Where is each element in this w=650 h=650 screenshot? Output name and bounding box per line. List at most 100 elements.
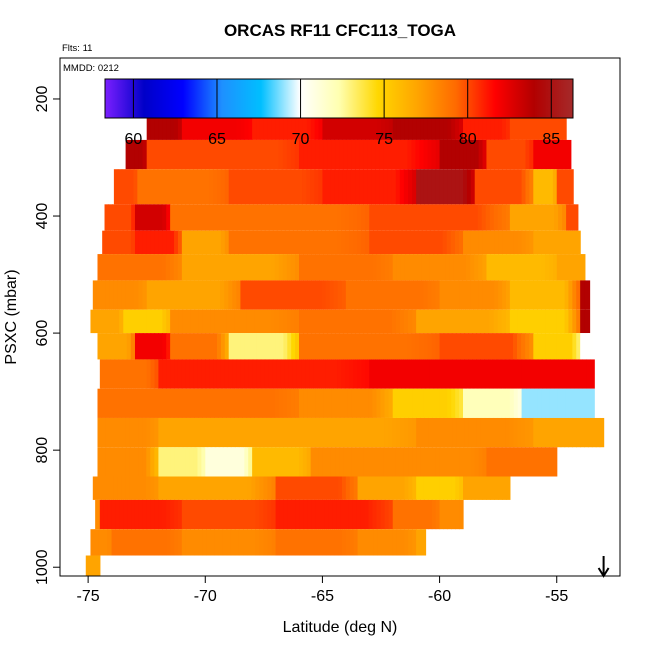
heat-cell <box>459 139 464 170</box>
heat-cell <box>486 447 491 477</box>
heat-cell <box>222 254 227 281</box>
heat-cell <box>521 230 527 255</box>
heat-cell <box>493 309 499 334</box>
heat-cell <box>259 333 265 360</box>
heat-cell <box>134 529 140 556</box>
heat-cell <box>542 113 547 140</box>
heat-cell <box>142 476 147 500</box>
heat-cell <box>196 169 202 205</box>
heat-cell <box>181 113 187 140</box>
heat-cell <box>412 476 417 500</box>
heat-cell <box>226 529 232 556</box>
heat-cell <box>276 230 282 255</box>
heat-cell <box>427 169 433 205</box>
heat-cell <box>552 230 558 255</box>
heat-cell <box>457 204 463 231</box>
heat-cell <box>235 417 240 448</box>
heat-cell <box>208 169 214 205</box>
heat-cell <box>360 254 365 281</box>
heat-cell <box>146 499 152 530</box>
heat-cell <box>185 113 191 140</box>
heat-cell <box>441 254 447 281</box>
heat-cell <box>110 309 116 334</box>
heat-cell <box>248 204 254 231</box>
heat-cell <box>348 499 353 530</box>
heat-cell <box>537 113 543 140</box>
heat-cell <box>421 254 426 281</box>
heat-cell <box>298 333 304 360</box>
heat-cell <box>242 254 248 281</box>
heat-cell <box>525 280 531 310</box>
heat-cell <box>119 359 124 389</box>
heat-cell <box>165 169 170 205</box>
heat-cell <box>408 447 413 477</box>
heat-cell <box>480 417 486 448</box>
heat-cell <box>396 529 402 556</box>
heat-cell <box>505 139 511 170</box>
heat-cell <box>338 169 344 205</box>
heat-cell <box>464 333 469 360</box>
heat-cell <box>153 254 159 281</box>
heat-cell <box>345 529 351 556</box>
heat-cell <box>513 113 519 140</box>
heat-cell <box>166 359 171 389</box>
heat-cell <box>201 113 206 140</box>
heat-cell <box>115 529 120 556</box>
heat-cell <box>493 204 499 231</box>
heat-cell <box>566 359 571 389</box>
heat-cell <box>299 417 305 448</box>
heat-cell <box>205 113 210 140</box>
heat-cell <box>274 388 280 418</box>
heat-cell <box>322 447 328 477</box>
heat-cell <box>121 388 127 418</box>
heat-cell <box>109 388 115 418</box>
heat-cell <box>244 447 249 477</box>
heat-cell <box>218 499 224 530</box>
heat-cell <box>513 204 519 231</box>
heat-cell <box>496 333 502 360</box>
heat-cell <box>339 447 344 477</box>
heat-cell <box>431 499 437 530</box>
heat-cell <box>263 499 269 530</box>
heat-cell <box>447 139 452 170</box>
heat-cell <box>311 499 317 530</box>
heat-cell <box>437 204 443 231</box>
heat-cell <box>529 359 535 389</box>
heat-cell <box>481 309 487 334</box>
heat-cell <box>329 230 334 255</box>
heat-cell <box>470 280 476 310</box>
heat-cell <box>473 359 479 389</box>
heat-cell <box>371 169 377 205</box>
heat-cell <box>145 254 151 281</box>
heat-cell <box>110 230 116 255</box>
heat-cell <box>476 333 481 360</box>
heat-cell <box>276 280 282 310</box>
heat-cell <box>488 333 494 360</box>
heat-cell <box>142 359 148 389</box>
heat-cell <box>492 333 498 360</box>
heat-cell <box>482 230 488 255</box>
heat-cell <box>580 333 585 360</box>
heat-cell <box>472 417 478 448</box>
heat-cell <box>554 139 559 170</box>
heat-cell <box>189 254 195 281</box>
heat-cell <box>545 309 550 334</box>
heat-cell <box>529 113 535 140</box>
heat-cell <box>126 333 132 360</box>
heat-cell <box>466 254 471 281</box>
heat-cell <box>542 204 547 231</box>
heat-cell <box>533 388 539 418</box>
heat-cell <box>335 388 341 418</box>
heat-cell <box>288 204 294 231</box>
heat-cell <box>568 230 573 255</box>
heat-cell <box>361 529 366 556</box>
heat-cell <box>173 388 179 418</box>
heat-cell <box>400 529 406 556</box>
heat-cell <box>443 388 448 418</box>
heat-cell <box>352 499 357 530</box>
heat-cell <box>347 139 352 170</box>
heat-cell <box>149 388 155 418</box>
heat-cell <box>118 230 124 255</box>
heat-cell <box>287 499 293 530</box>
heat-cell <box>111 499 117 530</box>
